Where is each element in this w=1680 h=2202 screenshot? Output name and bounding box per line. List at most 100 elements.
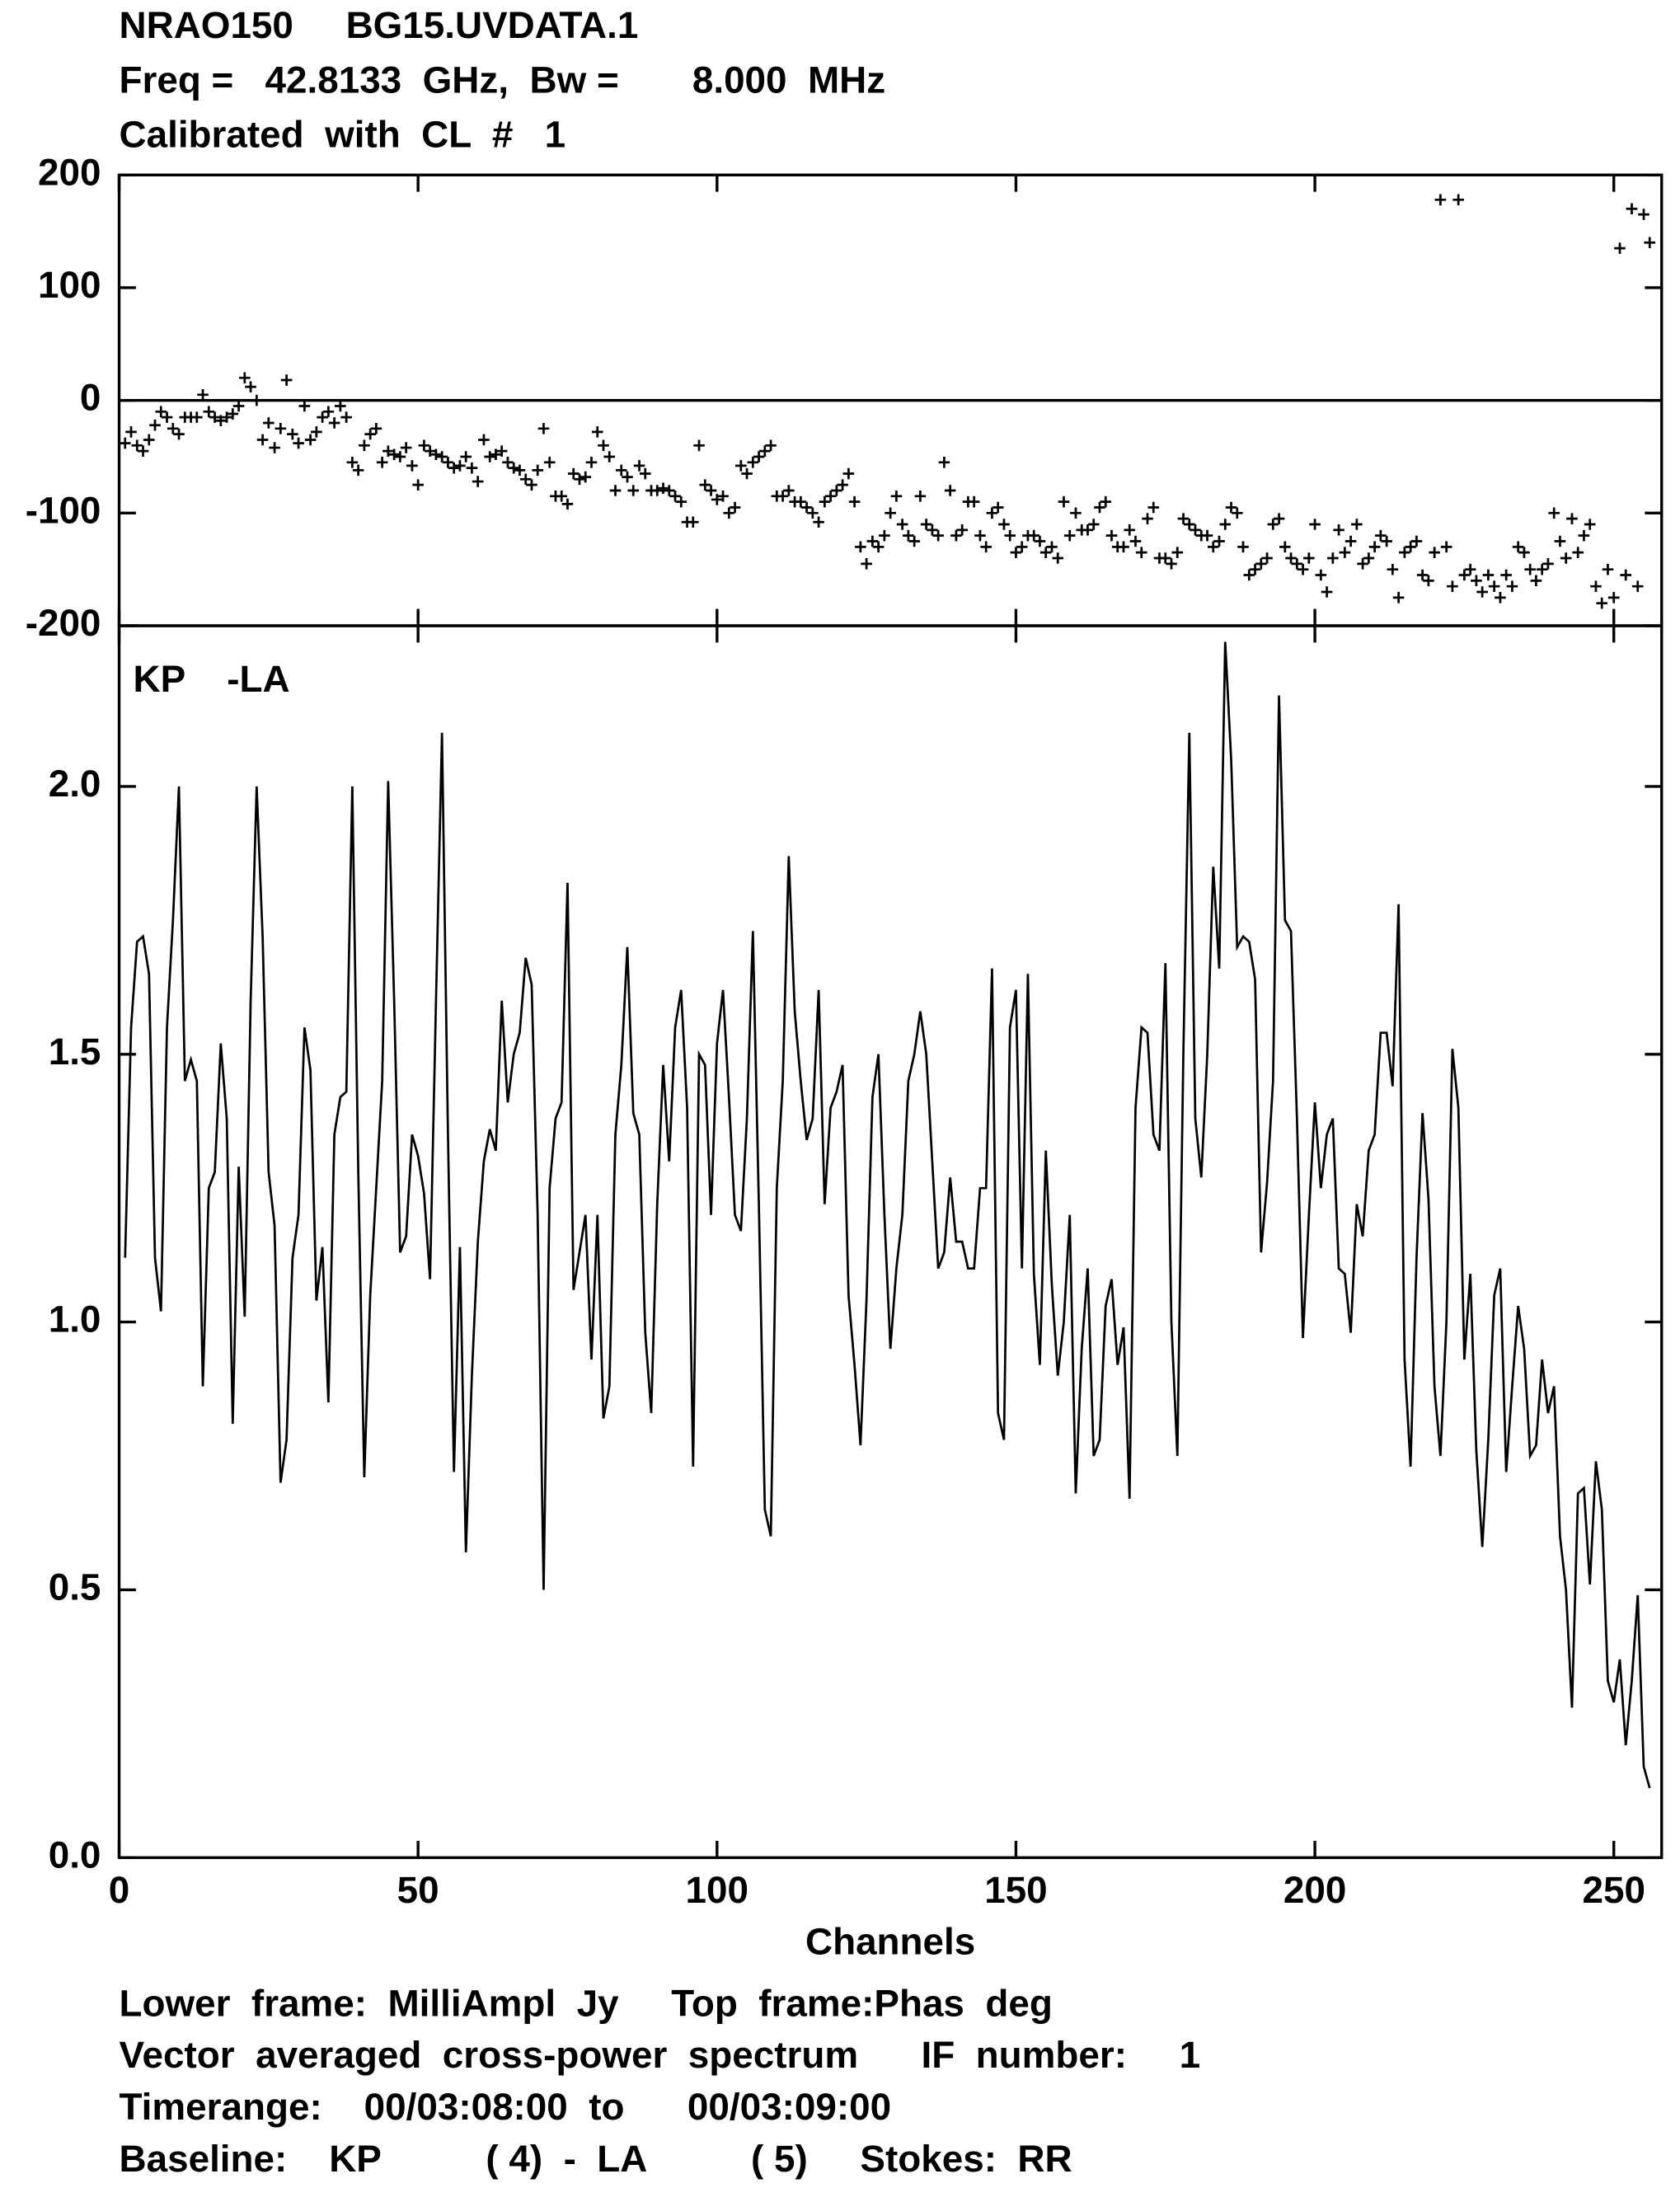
phase-point xyxy=(1506,580,1518,592)
y-tick-label: 1.5 xyxy=(49,1031,101,1073)
footer-line: Timerange: 00/03:08:00 to 00/03:09:00 xyxy=(120,2086,892,2128)
phase-point xyxy=(197,389,209,401)
phase-point xyxy=(1004,529,1016,542)
phase-point xyxy=(1082,524,1094,536)
phase-point xyxy=(980,541,992,553)
phase-point xyxy=(950,529,962,542)
phase-point xyxy=(711,494,723,505)
phase-point xyxy=(1028,529,1039,542)
title-line: NRAO150 BG15.UVDATA.1 xyxy=(120,4,639,46)
phase-point xyxy=(1560,552,1572,564)
phase-point xyxy=(591,426,603,438)
phase-point xyxy=(418,439,430,452)
phase-point xyxy=(269,442,280,453)
phase-point xyxy=(382,445,394,457)
phase-point xyxy=(490,448,502,461)
phase-point xyxy=(1410,535,1423,547)
phase-point xyxy=(1135,547,1147,558)
phase-point xyxy=(729,501,741,514)
phase-point xyxy=(1357,558,1368,570)
phase-point xyxy=(837,479,848,491)
phase-point xyxy=(1482,569,1495,581)
phase-point xyxy=(167,423,179,434)
phase-point xyxy=(908,535,920,547)
phase-point xyxy=(1447,580,1458,592)
phase-point xyxy=(191,411,203,423)
phase-point xyxy=(460,451,472,462)
phase-point xyxy=(1381,535,1392,547)
phase-point xyxy=(448,462,460,474)
phase-point xyxy=(1631,580,1644,592)
phase-point xyxy=(495,445,508,457)
phase-point xyxy=(1375,529,1387,542)
phase-point xyxy=(436,451,448,462)
phase-point xyxy=(920,519,932,530)
phase-point xyxy=(143,434,155,446)
x-tick-label: 150 xyxy=(984,1869,1047,1911)
phase-point xyxy=(1321,586,1333,598)
phase-point xyxy=(287,428,298,440)
phase-point xyxy=(1309,519,1321,530)
phase-point xyxy=(1620,569,1632,581)
footer-line: Baseline: KP ( 4) - LA ( 5) Stokes: RR xyxy=(120,2138,1072,2180)
phase-point xyxy=(376,457,388,468)
phase-point xyxy=(1339,547,1351,558)
phase-point xyxy=(335,400,346,412)
phase-point xyxy=(890,491,903,502)
phase-point xyxy=(879,529,890,542)
phase-point xyxy=(232,400,245,412)
phase-point xyxy=(848,495,861,508)
phase-point xyxy=(454,460,466,472)
phase-point xyxy=(699,479,711,491)
phase-point xyxy=(227,408,239,420)
phase-point xyxy=(293,437,304,449)
phase-point xyxy=(723,507,735,519)
phase-point xyxy=(1500,569,1512,581)
phase-point xyxy=(1596,597,1608,609)
amplitude-line xyxy=(124,641,1651,1789)
phase-point xyxy=(203,406,215,418)
phase-point xyxy=(1434,194,1447,206)
phase-point xyxy=(1213,535,1225,547)
phase-point xyxy=(1471,575,1482,587)
phase-point xyxy=(615,464,627,477)
phase-point xyxy=(1548,507,1560,519)
phase-point xyxy=(256,434,269,446)
phase-point xyxy=(687,516,699,528)
phase-point xyxy=(1512,541,1524,553)
phase-point xyxy=(1423,575,1434,587)
phase-point xyxy=(478,434,490,446)
phase-point xyxy=(1572,547,1584,558)
phase-point xyxy=(932,529,944,542)
phase-point xyxy=(322,406,335,418)
phase-point xyxy=(424,445,436,457)
phase-point xyxy=(1166,558,1177,570)
phase-point xyxy=(633,460,645,472)
phase-point xyxy=(543,457,556,468)
phase-point xyxy=(1566,513,1578,524)
phase-point xyxy=(992,501,1004,514)
phase-point xyxy=(1476,586,1488,598)
x-tick-label: 200 xyxy=(1283,1869,1346,1911)
phase-point xyxy=(1063,529,1076,542)
phase-point xyxy=(245,381,256,393)
phase-point xyxy=(1190,524,1201,536)
phase-point xyxy=(1578,529,1590,542)
phase-point xyxy=(131,439,143,452)
phase-point xyxy=(1554,535,1566,547)
phase-point xyxy=(783,485,795,496)
phase-point xyxy=(1147,501,1160,514)
plot-frame xyxy=(117,624,1664,1859)
phase-point xyxy=(1464,563,1476,575)
phase-point xyxy=(866,535,879,547)
phase-point xyxy=(514,464,526,477)
phase-point xyxy=(777,491,789,502)
phase-point xyxy=(651,485,664,496)
phase-point xyxy=(519,473,532,486)
phase-point xyxy=(561,498,574,510)
phase-point xyxy=(1267,519,1279,530)
phase-point xyxy=(956,524,968,536)
phase-point xyxy=(842,467,855,480)
phase-point xyxy=(430,448,442,461)
